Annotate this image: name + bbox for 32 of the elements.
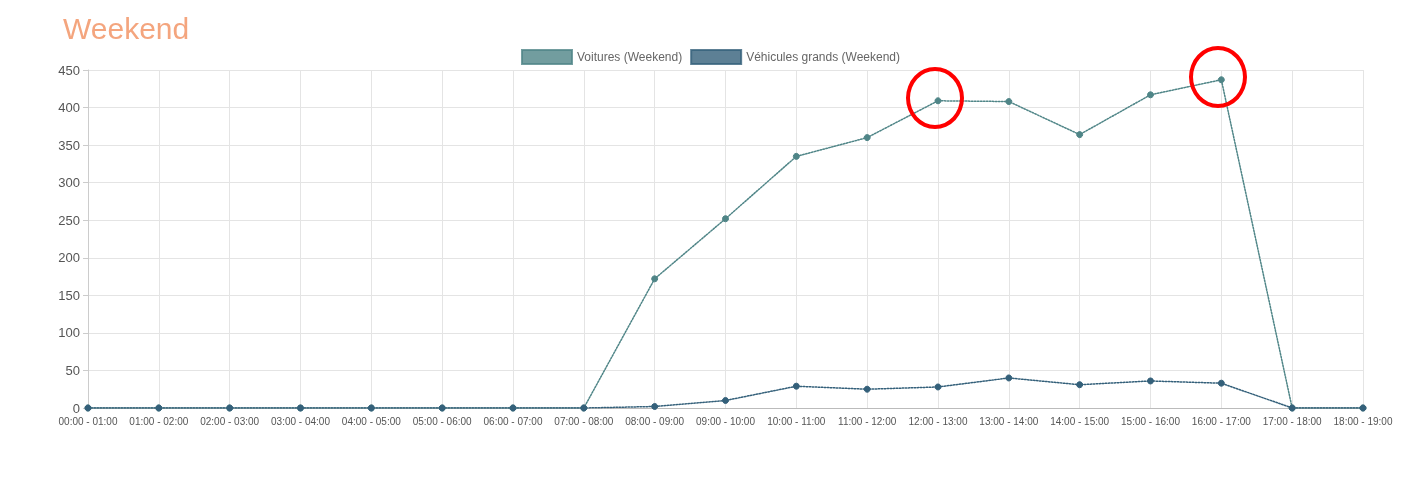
chart-title: Weekend <box>63 11 190 45</box>
y-tick-label: 50 <box>65 362 80 378</box>
y-tick-label: 400 <box>58 100 80 116</box>
x-tick-label: 17:00 - 18:00 <box>1262 415 1323 427</box>
x-tick-label: 10:00 - 11:00 <box>767 415 826 427</box>
x-tick-label: 09:00 - 10:00 <box>696 415 756 427</box>
y-tick-label: 250 <box>58 212 80 228</box>
y-tick-label: 450 <box>58 62 80 78</box>
y-tick-label: 150 <box>58 287 80 303</box>
y-tick-label: 350 <box>58 137 80 153</box>
x-tick-label: 03:00 - 04:00 <box>271 415 331 427</box>
x-tick-label: 02:00 - 03:00 <box>200 415 260 427</box>
x-tick-label: 15:00 - 16:00 <box>1121 415 1181 427</box>
x-tick-label: 05:00 - 06:00 <box>412 415 473 427</box>
legend-label: Voitures (Weekend) <box>576 50 683 64</box>
x-tick-label: 11:00 - 12:00 <box>838 415 897 427</box>
y-tick-label: 300 <box>58 175 80 191</box>
x-tick-label: 18:00 - 19:00 <box>1333 415 1393 427</box>
x-tick-label: 14:00 - 15:00 <box>1050 415 1110 427</box>
y-tick-label: 0 <box>72 400 80 416</box>
x-tick-label: 13:00 - 14:00 <box>979 415 1039 427</box>
x-tick-label: 04:00 - 05:00 <box>341 415 402 427</box>
x-tick-label: 07:00 - 08:00 <box>554 415 614 427</box>
x-tick-label: 16:00 - 17:00 <box>1191 415 1252 427</box>
x-tick-label: 00:00 - 01:00 <box>58 415 118 427</box>
x-tick-label: 06:00 - 07:00 <box>483 415 543 427</box>
x-tick-label: 12:00 - 13:00 <box>908 415 968 427</box>
x-tick-label: 01:00 - 02:00 <box>129 415 189 427</box>
x-tick-label: 08:00 - 09:00 <box>625 415 685 427</box>
legend-label: Véhicules grands (Weekend) <box>746 50 901 64</box>
y-tick-label: 100 <box>58 325 80 341</box>
y-tick-label: 200 <box>58 250 80 266</box>
